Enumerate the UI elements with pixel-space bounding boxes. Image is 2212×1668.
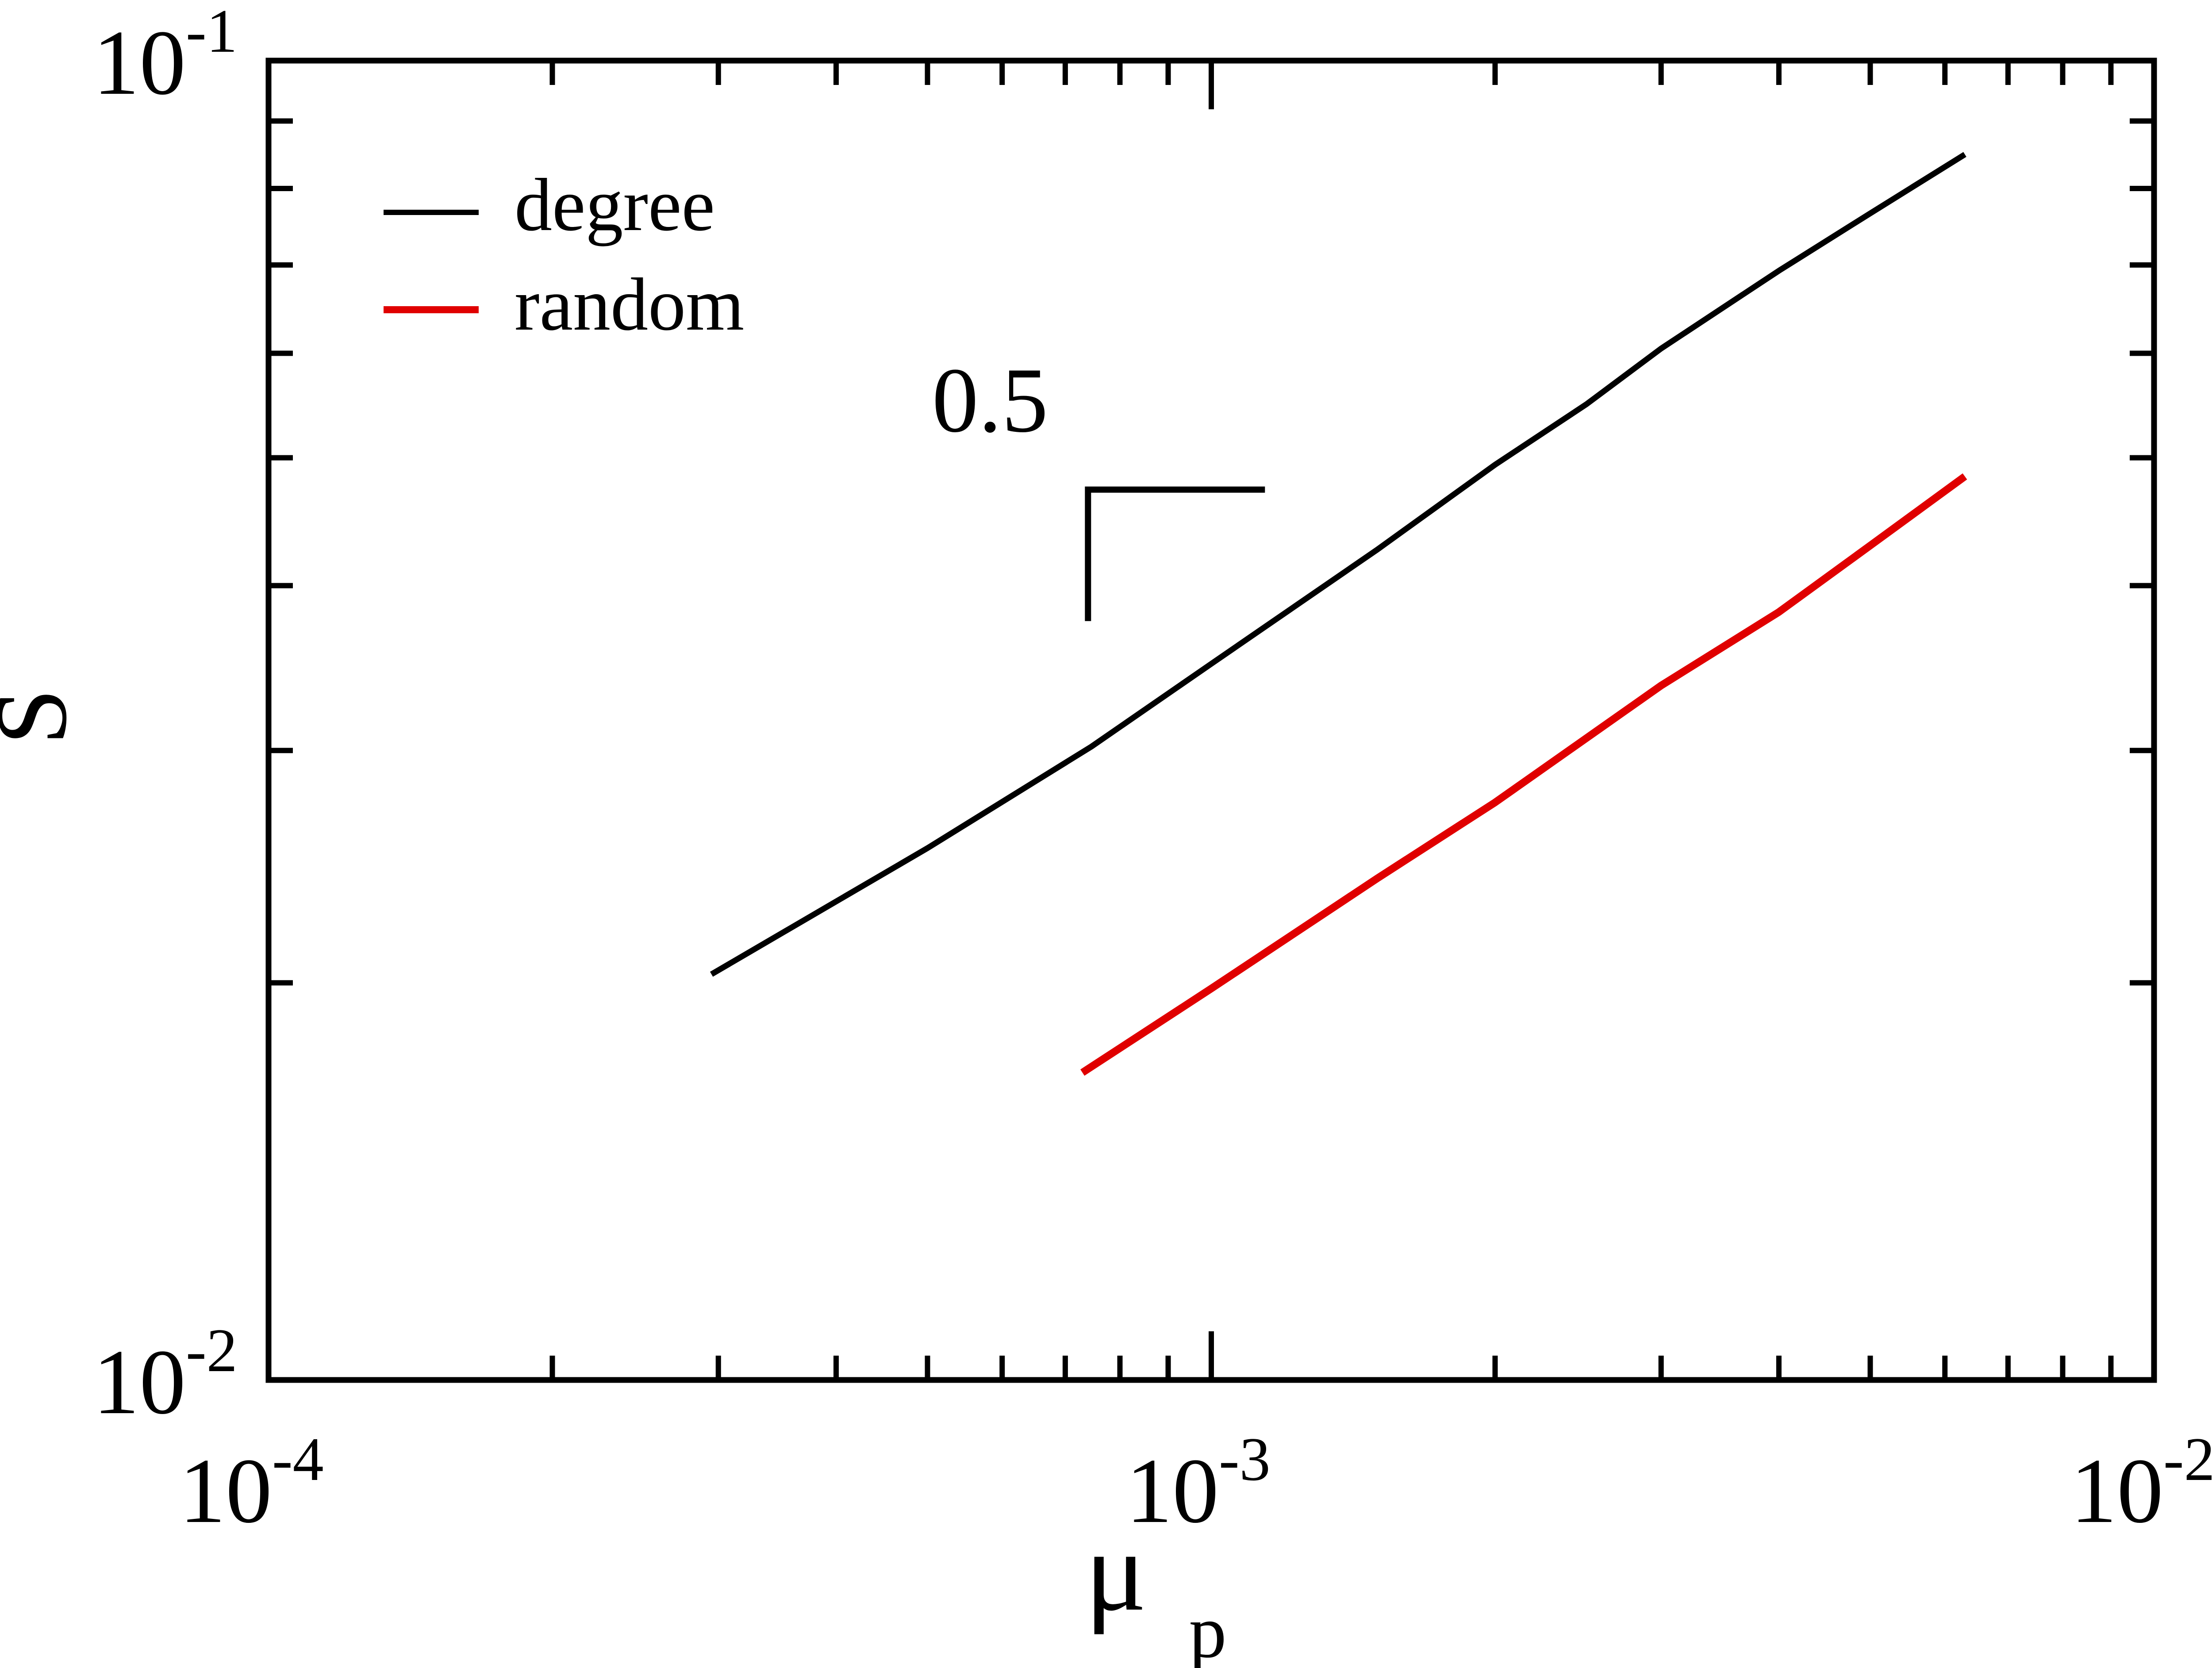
series-line-random — [1080, 473, 1967, 1076]
slope-label: 0.5 — [932, 349, 1048, 452]
x-tick-label: 10-4 — [179, 1425, 324, 1542]
series-line-degree — [710, 152, 1966, 977]
slope-guide-line — [1085, 486, 1265, 621]
axis-ticks — [269, 61, 2154, 1380]
legend-label-degree: degree — [515, 163, 715, 246]
y-axis-label: S — [0, 688, 88, 745]
legend: degree random — [384, 163, 744, 346]
slope-annotation: 0.5 — [932, 349, 1265, 621]
x-axis-label-subscript: p — [1189, 1590, 1227, 1668]
y-tick-label: 10-1 — [93, 0, 238, 114]
plot-frame — [265, 58, 2157, 1383]
legend-label-random: random — [515, 263, 744, 346]
x-tick-label: 10-3 — [1126, 1425, 1271, 1542]
x-axis-label: μ — [1085, 1507, 1147, 1635]
x-tick-label: 10-2 — [2070, 1425, 2212, 1542]
series-lines — [710, 152, 1967, 1076]
x-tick-labels: 10-4 10-3 10-2 — [179, 1425, 2212, 1542]
y-tick-label: 10-2 — [93, 1316, 238, 1434]
y-tick-labels: 10-2 10-1 — [93, 0, 238, 1434]
